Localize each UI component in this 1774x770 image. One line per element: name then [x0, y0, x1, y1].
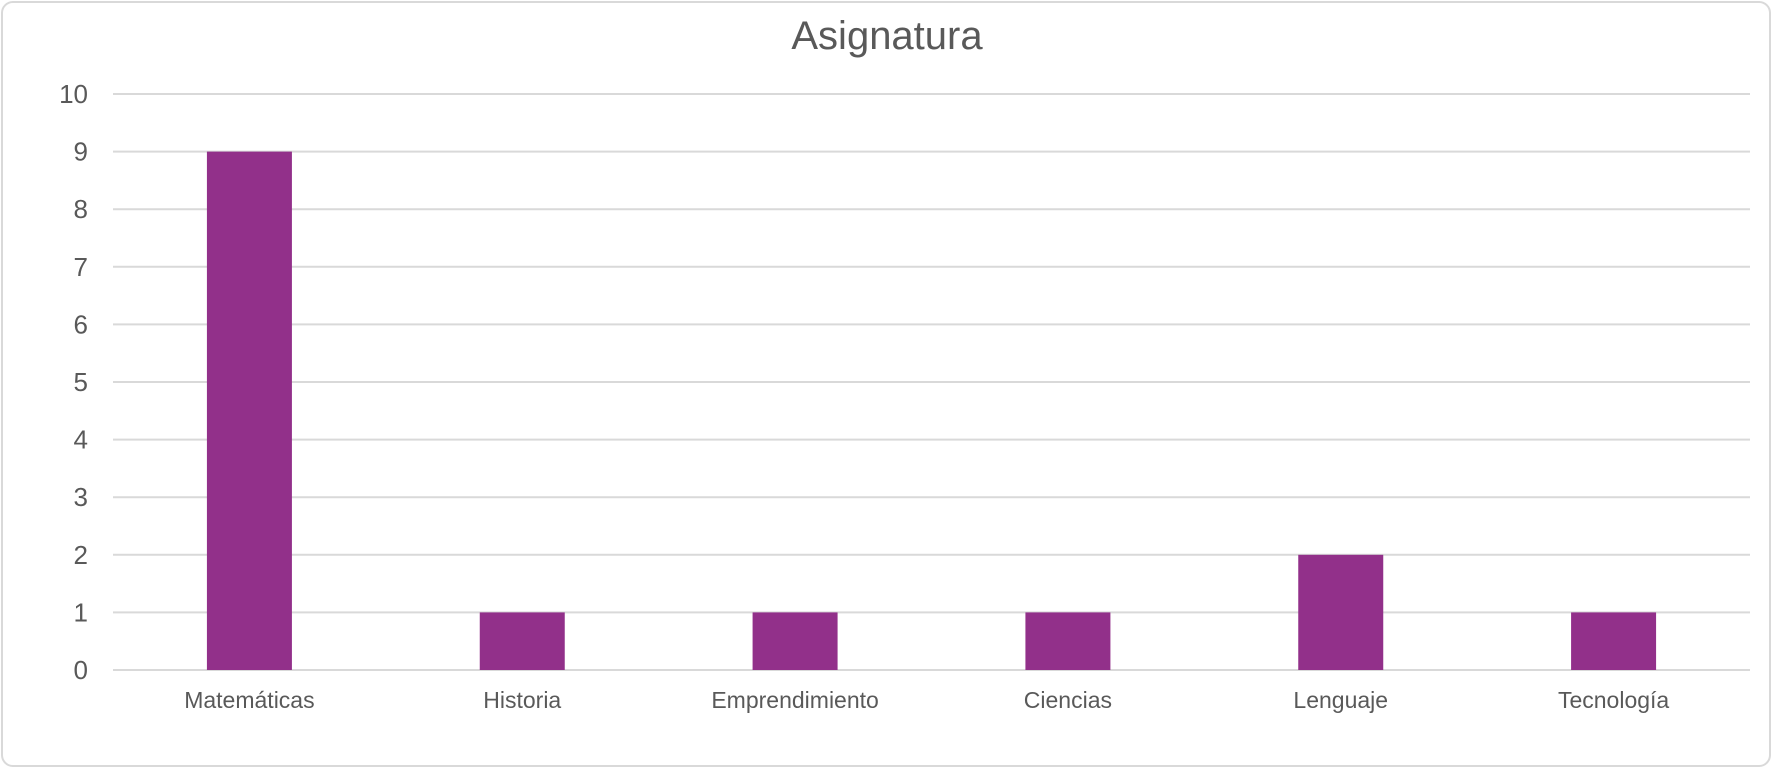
- x-tick-label: Emprendimiento: [711, 687, 878, 713]
- bar: [206, 151, 292, 671]
- x-tick-label: Tecnología: [1558, 687, 1669, 713]
- y-tick-label: 0: [74, 655, 88, 685]
- bar: [479, 612, 565, 670]
- gridlines: [113, 93, 1750, 671]
- x-tick-label: Matemáticas: [184, 687, 314, 713]
- x-tick-label: Historia: [483, 687, 561, 713]
- x-tick-label: Ciencias: [1024, 687, 1112, 713]
- y-tick-label: 8: [74, 194, 88, 224]
- y-tick-label: 7: [74, 252, 88, 282]
- bar: [752, 612, 838, 670]
- y-tick-label: 2: [74, 540, 88, 570]
- x-axis-ticks: Matemáticas Historia Emprendimiento Ciencia…: [184, 687, 1669, 713]
- chart-title: Asignatura: [791, 14, 983, 58]
- y-tick-label: 4: [74, 425, 88, 455]
- bar: [1298, 554, 1384, 670]
- y-tick-label: 5: [74, 367, 88, 397]
- y-tick-label: 3: [74, 482, 88, 512]
- y-tick-label: 1: [74, 597, 88, 627]
- y-tick-label: 10: [59, 79, 88, 109]
- y-tick-label: 9: [74, 137, 88, 167]
- bar: [1025, 612, 1111, 670]
- bar: [1571, 612, 1657, 670]
- y-tick-label: 6: [74, 309, 88, 339]
- y-axis-ticks: 0 1 2 3 4 5 6 7 8 9 10: [59, 79, 88, 685]
- bars: [206, 151, 1657, 671]
- x-tick-label: Lenguaje: [1293, 687, 1388, 713]
